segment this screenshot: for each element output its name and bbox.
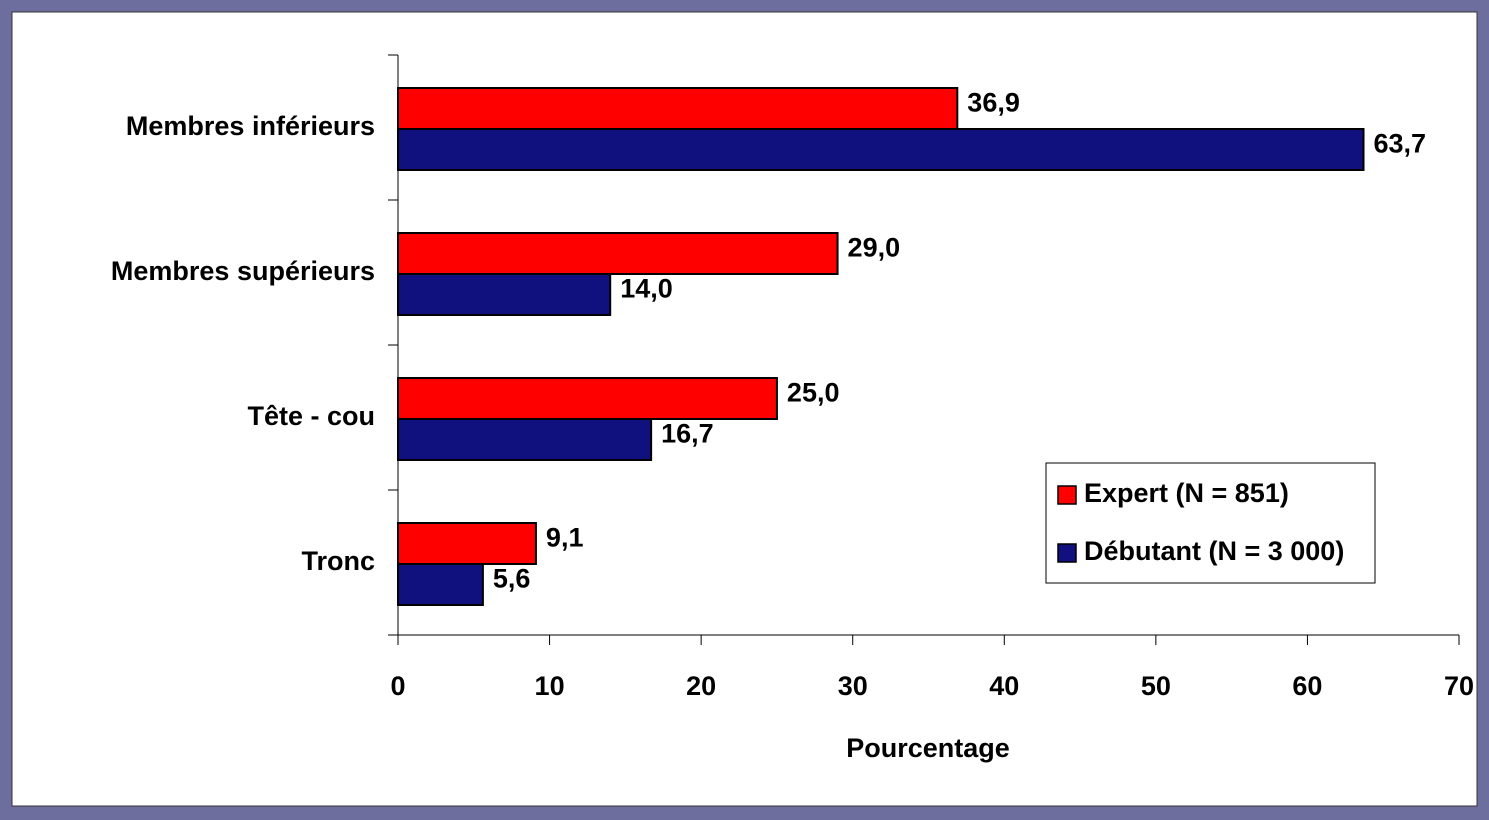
y-tick-label: Membres supérieurs: [111, 256, 375, 286]
data-label: 36,9: [967, 88, 1020, 118]
x-axis-label: Pourcentage: [846, 733, 1010, 763]
x-tick-label: 60: [1292, 671, 1322, 701]
bar: [397, 273, 612, 316]
legend-swatch: [1057, 543, 1077, 563]
x-tick-label: 40: [989, 671, 1019, 701]
y-tick-label: Tronc: [301, 546, 375, 576]
data-label: 29,0: [848, 233, 901, 263]
x-tick-label: 20: [686, 671, 716, 701]
data-label: 5,6: [493, 564, 531, 594]
x-tick-label: 10: [535, 671, 565, 701]
bar: [397, 232, 839, 275]
legend-swatch: [1057, 485, 1077, 505]
legend-label: Débutant (N = 3 000): [1084, 536, 1344, 566]
x-tick-label: 70: [1444, 671, 1474, 701]
data-label: 25,0: [787, 378, 840, 408]
bar: [397, 522, 537, 565]
y-tick-label: Membres inférieurs: [126, 111, 375, 141]
bar: [397, 563, 484, 606]
bar: [397, 418, 653, 461]
x-tick-label: 50: [1141, 671, 1171, 701]
bar: [397, 128, 1365, 171]
y-tick-label: Tête - cou: [247, 401, 375, 431]
data-label: 9,1: [546, 523, 584, 553]
x-tick-label: 30: [838, 671, 868, 701]
bar: [397, 377, 778, 420]
x-tick-label: 0: [390, 671, 405, 701]
data-label: 14,0: [620, 274, 673, 304]
data-label: 16,7: [661, 419, 714, 449]
legend-label: Expert (N = 851): [1084, 478, 1289, 508]
bar: [397, 87, 959, 130]
data-label: 63,7: [1374, 129, 1427, 159]
legend-box: [1045, 462, 1376, 584]
